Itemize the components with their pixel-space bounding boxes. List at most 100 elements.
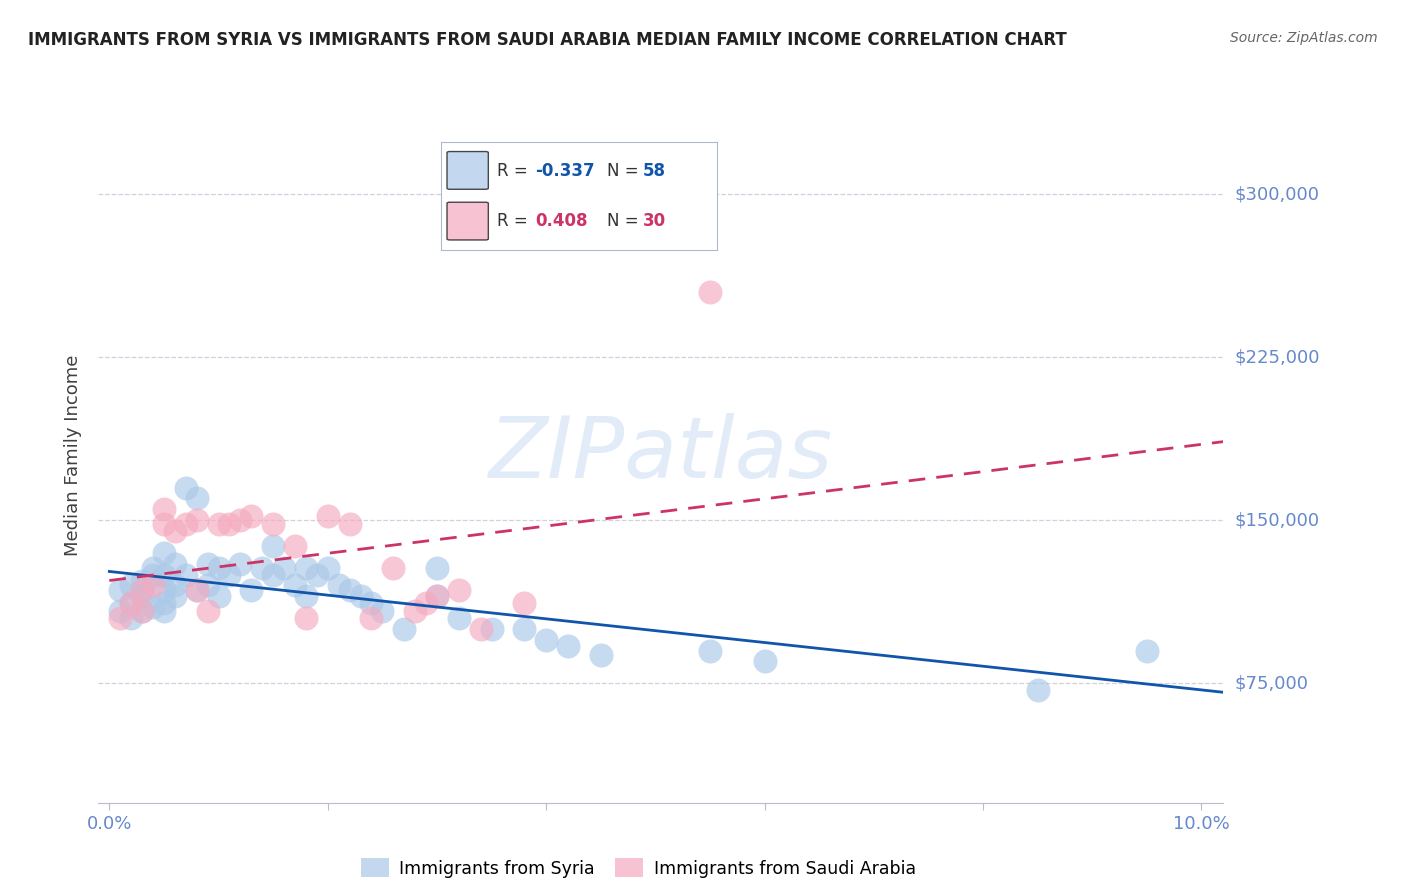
Text: R =: R = xyxy=(496,211,533,229)
Point xyxy=(273,561,295,575)
Point xyxy=(284,578,307,592)
Point xyxy=(163,557,186,571)
Point xyxy=(240,582,263,597)
Point xyxy=(163,578,186,592)
Point xyxy=(589,648,612,662)
Point xyxy=(295,611,318,625)
Point xyxy=(197,578,219,592)
Point xyxy=(174,481,197,495)
Point xyxy=(110,582,132,597)
Point xyxy=(1136,643,1159,657)
Point xyxy=(426,561,449,575)
Point xyxy=(186,582,208,597)
Point xyxy=(229,557,252,571)
Text: $75,000: $75,000 xyxy=(1234,674,1309,692)
Point xyxy=(207,589,229,603)
Point xyxy=(316,508,339,523)
Point xyxy=(426,589,449,603)
Point xyxy=(470,622,492,636)
Text: 30: 30 xyxy=(643,211,666,229)
Point xyxy=(360,596,382,610)
Point xyxy=(153,546,176,560)
Point xyxy=(513,596,536,610)
Point xyxy=(197,557,219,571)
Point xyxy=(131,589,153,603)
Point xyxy=(153,517,176,532)
Point xyxy=(218,517,240,532)
Point xyxy=(513,622,536,636)
Point xyxy=(131,605,153,619)
Point xyxy=(197,605,219,619)
Point xyxy=(305,567,328,582)
Point xyxy=(142,567,165,582)
Point xyxy=(360,611,382,625)
Text: -0.337: -0.337 xyxy=(536,162,595,180)
Point xyxy=(415,596,437,610)
Point xyxy=(349,589,371,603)
Text: N =: N = xyxy=(607,211,644,229)
Point xyxy=(392,622,415,636)
Text: $225,000: $225,000 xyxy=(1234,348,1320,366)
Point xyxy=(262,567,284,582)
Point xyxy=(120,611,142,625)
Legend: Immigrants from Syria, Immigrants from Saudi Arabia: Immigrants from Syria, Immigrants from S… xyxy=(354,851,922,885)
Point xyxy=(1026,682,1049,697)
Point xyxy=(142,561,165,575)
Point xyxy=(229,513,252,527)
Point xyxy=(186,582,208,597)
Text: IMMIGRANTS FROM SYRIA VS IMMIGRANTS FROM SAUDI ARABIA MEDIAN FAMILY INCOME CORRE: IMMIGRANTS FROM SYRIA VS IMMIGRANTS FROM… xyxy=(28,31,1067,49)
Point xyxy=(131,605,153,619)
Point xyxy=(131,582,153,597)
FancyBboxPatch shape xyxy=(447,152,488,189)
Point xyxy=(295,561,318,575)
Text: Source: ZipAtlas.com: Source: ZipAtlas.com xyxy=(1230,31,1378,45)
Point xyxy=(426,589,449,603)
Text: R =: R = xyxy=(496,162,533,180)
Text: ZIPatlas: ZIPatlas xyxy=(489,413,832,497)
Point xyxy=(404,605,426,619)
Point xyxy=(153,502,176,516)
Point xyxy=(262,539,284,553)
Point xyxy=(120,596,142,610)
Text: 58: 58 xyxy=(643,162,665,180)
Point xyxy=(131,574,153,588)
Point xyxy=(339,582,361,597)
Point xyxy=(557,639,579,653)
Point xyxy=(142,578,165,592)
Point xyxy=(328,578,350,592)
Point xyxy=(295,589,318,603)
Point xyxy=(382,561,405,575)
Point xyxy=(754,655,776,669)
Point xyxy=(252,561,274,575)
Point xyxy=(699,285,721,299)
Point xyxy=(110,611,132,625)
Point xyxy=(207,517,229,532)
Point xyxy=(371,605,394,619)
Point xyxy=(174,517,197,532)
Point xyxy=(120,596,142,610)
Point xyxy=(163,524,186,538)
Y-axis label: Median Family Income: Median Family Income xyxy=(65,354,83,556)
Text: $300,000: $300,000 xyxy=(1234,185,1319,203)
Point xyxy=(284,539,307,553)
Point xyxy=(481,622,503,636)
Point xyxy=(153,567,176,582)
Point xyxy=(699,643,721,657)
Point xyxy=(534,632,557,647)
Text: N =: N = xyxy=(607,162,644,180)
Point xyxy=(120,578,142,592)
Point xyxy=(240,508,263,523)
Point xyxy=(153,605,176,619)
FancyBboxPatch shape xyxy=(447,202,488,240)
Point xyxy=(207,561,229,575)
Point xyxy=(186,513,208,527)
Point xyxy=(163,589,186,603)
Point xyxy=(142,600,165,615)
Point xyxy=(186,491,208,506)
Text: $150,000: $150,000 xyxy=(1234,511,1320,529)
Point xyxy=(262,517,284,532)
Point xyxy=(110,605,132,619)
Point xyxy=(316,561,339,575)
Point xyxy=(131,582,153,597)
Point xyxy=(218,567,240,582)
